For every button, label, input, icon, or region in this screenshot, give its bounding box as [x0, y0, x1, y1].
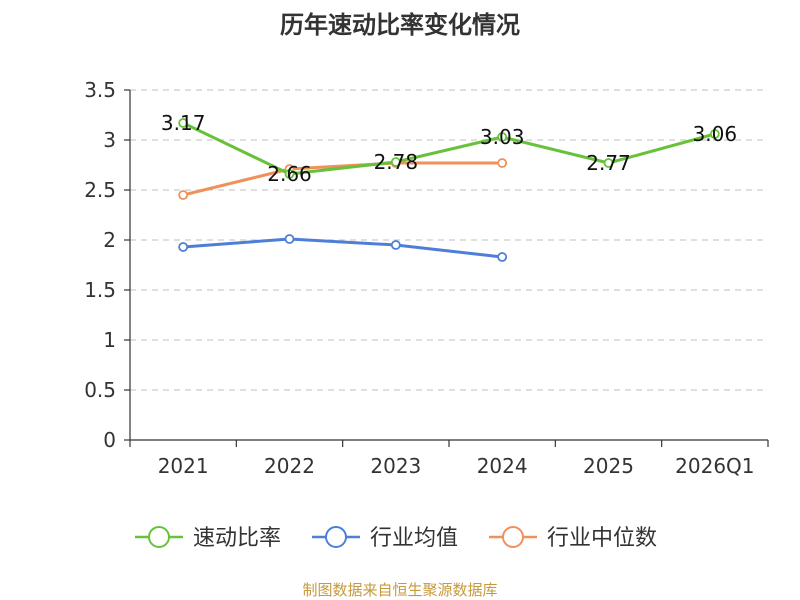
legend-label: 速动比率 — [193, 526, 281, 551]
y-tick-label: 1.5 — [84, 278, 116, 302]
data-point — [497, 158, 508, 168]
series-line — [182, 161, 503, 197]
data-label: 3.17 — [161, 111, 206, 135]
x-tick-label: 2026Q1 — [675, 454, 754, 478]
data-point — [497, 252, 508, 262]
legend-label: 行业中位数 — [547, 526, 657, 551]
series — [178, 118, 720, 262]
legend-item-2: 行业中位数 — [489, 526, 657, 551]
y-tick-label: 0.5 — [84, 378, 116, 402]
data-point — [709, 129, 720, 139]
legend: 速动比率 行业均值 行业中位数 — [135, 526, 657, 551]
x-tick-label: 2024 — [477, 454, 528, 478]
data-label: 3.06 — [693, 122, 738, 146]
legend-label: 行业均值 — [370, 526, 458, 551]
y-tick-label: 0 — [103, 428, 116, 452]
series-0 — [178, 118, 720, 179]
data-point — [603, 158, 614, 168]
source-note: 制图数据来自恒生聚源数据库 — [302, 581, 497, 599]
series-1 — [178, 234, 508, 262]
legend-marker — [502, 526, 524, 548]
x-tick-label: 2022 — [264, 454, 315, 478]
x-tick-label: 2021 — [158, 454, 209, 478]
y-tick-label: 3 — [103, 128, 116, 152]
y-tick-label: 2.5 — [84, 178, 116, 202]
data-label: 2.78 — [374, 150, 419, 174]
y-tick-label: 2 — [103, 228, 116, 252]
legend-marker — [148, 526, 170, 548]
data-point — [497, 132, 508, 142]
data-point — [284, 234, 295, 244]
data-point — [178, 190, 189, 200]
data-point — [178, 118, 189, 128]
axes: 0 0.5 1 1.5 2 2.5 3 3.5 2021 2022 2023 2024 2025 2026… — [84, 78, 769, 478]
grid-lines — [130, 89, 768, 391]
legend-marker — [325, 526, 347, 548]
data-label: 3.03 — [480, 125, 525, 149]
data-label: 2.77 — [586, 151, 631, 175]
data-point — [178, 242, 189, 252]
series-line — [182, 121, 716, 176]
data-point — [284, 169, 295, 179]
legend-item-0: 速动比率 — [135, 526, 281, 551]
data-point — [390, 157, 401, 167]
y-tick-label: 1 — [103, 328, 116, 352]
legend-item-1: 行业均值 — [312, 526, 458, 551]
x-tick-label: 2023 — [370, 454, 421, 478]
data-labels: 3.17 2.66 2.78 3.03 2.77 3.06 — [161, 111, 737, 186]
series-2 — [178, 158, 508, 200]
series-line — [183, 237, 503, 259]
y-tick-label: 3.5 — [84, 78, 116, 102]
data-point — [390, 240, 401, 250]
data-label: 2.66 — [267, 162, 312, 186]
chart-title: 历年速动比率变化情况 — [280, 11, 520, 39]
x-tick-label: 2025 — [583, 454, 634, 478]
